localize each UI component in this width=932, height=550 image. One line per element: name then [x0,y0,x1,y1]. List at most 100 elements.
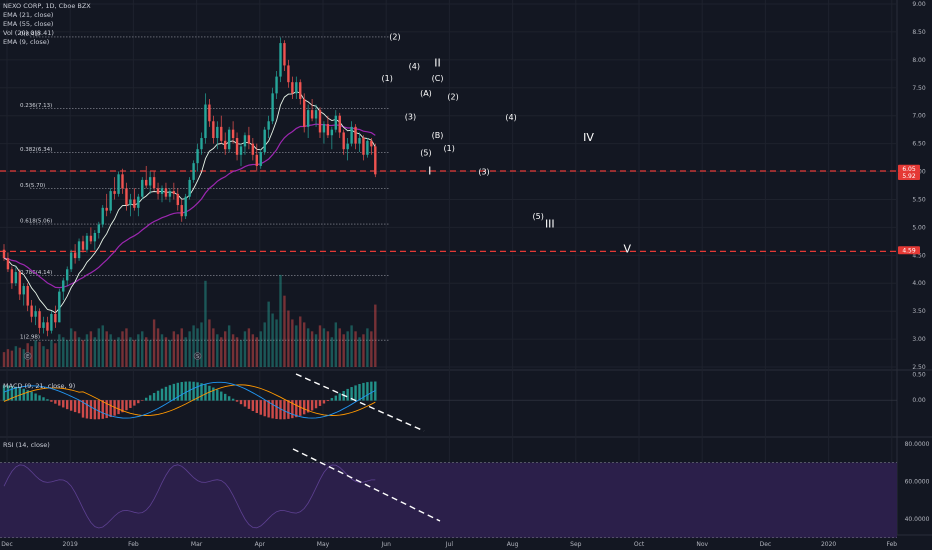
candle-body [370,140,373,147]
macd-histogram-bar [69,400,73,411]
wave-label: (3) [405,113,416,122]
wave-label: (4) [409,62,420,71]
rsi-trendline [292,448,441,522]
volume-bar [85,334,89,367]
volume-bar [346,331,349,367]
volume-bar [338,328,341,367]
candle-body [66,269,69,281]
volume-bar [66,340,69,367]
macd-histogram-bar [180,382,183,401]
candle-body [164,188,168,197]
candle-body [121,174,124,189]
candle-body [69,252,73,270]
macd-histogram-bar [117,400,120,415]
candle-body [93,232,97,242]
candle-body [310,110,314,119]
candle-body [34,311,37,317]
volume-bar [204,280,207,367]
volume-bar [200,322,203,367]
time-tick-label: Jul [445,541,454,548]
rsi-legend[interactable]: RSI (14, close) [3,441,50,449]
macd-histogram-bar [30,391,33,401]
volume-bar [58,334,61,367]
volume-bar [50,340,53,367]
candle-body [14,272,18,284]
volume-bar [216,334,219,367]
macd-histogram-bar [141,400,144,401]
legend-ema-9[interactable]: EMA (9, close) [3,38,50,46]
volume-bar [231,334,235,367]
candle-body [334,115,337,130]
time-tick-label: Sep [570,541,582,548]
candle-body [314,110,318,119]
volume-bar [93,337,97,367]
volume-bar [370,331,373,367]
macd-histogram-bar [306,400,310,413]
volume-bar [247,328,251,367]
price-tick-label: 8.00 [912,57,926,64]
macd-histogram-bar [10,385,14,401]
candle-body [271,93,274,122]
macd-histogram-bar [164,386,168,401]
macd-histogram-bar [255,400,258,413]
volume-bar [46,349,49,367]
macd-histogram-bar [105,400,108,419]
volume-bar [243,331,247,367]
candle-body [156,188,160,194]
candle-body [326,124,330,136]
candle-body [105,207,108,211]
macd-histogram-bar [133,400,136,406]
macd-histogram-bar [160,388,164,401]
wave-label: (B) [432,131,444,140]
candle-body [54,313,57,323]
price-tick-label: 4.00 [912,280,926,287]
candle-body [247,135,251,144]
event-marker [193,352,202,360]
macd-histogram-bar [239,400,243,405]
candle-body [303,98,306,127]
volume-bar [235,337,239,367]
price-tick-label: 3.50 [912,308,926,315]
volume-bar [156,328,160,367]
volume-bar [334,322,337,367]
candle-body [306,110,310,127]
legend-ema-21[interactable]: EMA (21, close) [3,11,54,19]
volume-bar [113,340,116,367]
chart-legend: NEXO CORP, 1D, Cboe BZX EMA (21, close) … [3,2,91,47]
volume-bar [271,313,274,367]
macd-histogram-bar [216,389,219,401]
candle-body [287,65,290,83]
time-tick-label: Jun [381,541,392,548]
candle-body [200,138,203,150]
macd-histogram-bar [235,400,239,402]
macd-histogram-bar [168,385,172,401]
macd-histogram-bar [6,385,10,401]
legend-volume[interactable]: Vol (20) 0(8.41) [3,29,54,37]
macd-histogram-bar [22,388,25,401]
macd-legend[interactable]: MACD (9, 21, close, 9) [3,382,76,390]
candle-body [42,322,45,328]
volume-bar [374,304,377,367]
legend-ema-55[interactable]: EMA (55, close) [3,20,54,28]
event-marker [23,352,32,360]
wave-label: (2) [447,92,458,101]
symbol-line[interactable]: NEXO CORP, 1D, Cboe BZX [3,2,91,10]
volume-bar [129,337,132,367]
volume-bar [133,340,136,367]
macd-histogram-bar [89,400,93,420]
candle-body [231,129,235,139]
macd-histogram-bar [263,400,266,417]
volume-bar [291,319,294,367]
volume-bar [208,319,211,367]
candle-body [129,199,132,206]
macd-histogram-bar [54,400,57,404]
macd-histogram-bar [314,400,318,409]
candle-body [330,129,334,136]
macd-histogram-bar [38,395,41,401]
volume-bar [164,337,168,367]
wave-label: (A) [420,89,432,98]
candle-body [267,121,270,130]
candle-body [224,140,227,150]
volume-bar [184,337,187,367]
